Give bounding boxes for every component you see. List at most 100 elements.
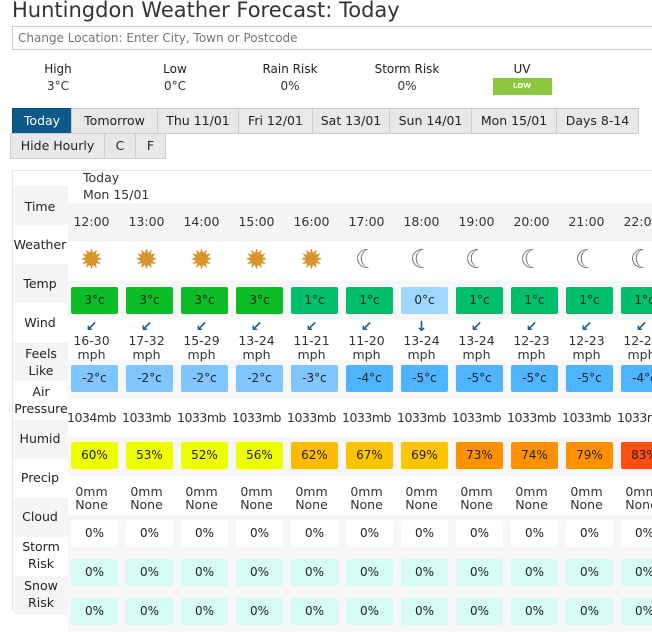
temp-cell: 1°c [511, 287, 558, 314]
snow-risk-cell: 0% [511, 598, 558, 625]
summary-label: UV [513, 62, 531, 76]
wind-direction-arrow-icon: ↙ [195, 319, 208, 335]
wind-unit: mph [627, 347, 652, 362]
precip-amount: 0mm [350, 484, 383, 499]
wind-speed: 12-23 [623, 333, 652, 348]
humidity-cell: 67% [346, 442, 393, 469]
precip-type: None [185, 497, 218, 512]
feels-like-cell: -3°c [291, 365, 338, 392]
snow-risk-cell: 0% [401, 598, 448, 625]
pressure-cell: 1033mb [562, 410, 611, 425]
hide-hourly-button[interactable]: Hide Hourly [10, 133, 105, 159]
feels-like-cell: -5°c [456, 365, 503, 392]
precip-type: None [75, 497, 108, 512]
wind-speed: 11-20 [348, 333, 385, 348]
wind-speed: 12-23 [513, 333, 550, 348]
humidity-cell: 53% [126, 442, 173, 469]
tab-sat-13-01[interactable]: Sat 13/01 [312, 108, 390, 134]
wind-direction-arrow-icon: ↙ [140, 319, 153, 335]
precip-type: None [625, 497, 652, 512]
summary-value: 0% [280, 79, 300, 93]
humidity-cell: 62% [291, 442, 338, 469]
label-band [13, 342, 68, 381]
label-band [13, 381, 68, 420]
wind-direction-arrow-icon: ↓ [415, 319, 428, 335]
tab-days-8-14[interactable]: Days 8-14 [556, 108, 639, 134]
cloud-cell: 0% [401, 520, 448, 547]
tab-fri-12-01[interactable]: Fri 12/01 [238, 108, 313, 134]
storm-risk-cell: 0% [181, 559, 228, 586]
wind-unit: mph [187, 347, 216, 362]
cloud-cell: 0% [621, 520, 652, 547]
location-search-input[interactable] [12, 26, 652, 50]
pressure-cell: 1033mb [342, 410, 391, 425]
humidity-cell: 83% [621, 442, 652, 469]
celsius-button[interactable]: C [104, 133, 136, 159]
summary-uv: UV LOW [472, 61, 572, 95]
temp-cell: 1°c [566, 287, 613, 314]
pressure-cell: 1033mb [397, 410, 446, 425]
precip-amount: 0mm [570, 484, 603, 499]
tab-sun-14-01[interactable]: Sun 14/01 [389, 108, 472, 134]
tab-thu-11-01[interactable]: Thu 11/01 [157, 108, 239, 134]
sun-icon: ✹ [134, 243, 159, 276]
pressure-cell: 1033mb [617, 410, 652, 425]
precip-type: None [130, 497, 163, 512]
pressure-cell: 1033mb [177, 410, 226, 425]
humidity-cell: 56% [236, 442, 283, 469]
row-label-weather: Weather [13, 237, 67, 252]
wind-unit: mph [407, 347, 436, 362]
precip-type: None [240, 497, 273, 512]
precip-type: None [405, 497, 438, 512]
temp-cell: 1°c [346, 287, 393, 314]
wind-direction-arrow-icon: ↙ [525, 319, 538, 335]
pressure-cell: 1033mb [507, 410, 556, 425]
fahrenheit-button[interactable]: F [135, 133, 166, 159]
wind-unit: mph [297, 347, 326, 362]
humidity-cell: 69% [401, 442, 448, 469]
wind-speed: 15-29 [183, 333, 220, 348]
storm-risk-cell: 0% [346, 559, 393, 586]
sun-icon: ✹ [79, 243, 104, 276]
time-cell: 17:00 [348, 214, 385, 229]
row-label-wind: Wind [24, 315, 56, 330]
snow-risk-cell: 0% [236, 598, 283, 625]
precip-type: None [460, 497, 493, 512]
snow-risk-cell: 0% [181, 598, 228, 625]
summary-value: 0% [397, 79, 417, 93]
snow-risk-cell: 0% [346, 598, 393, 625]
wind-direction-arrow-icon: ↙ [250, 319, 263, 335]
feels-like-cell: -5°c [401, 365, 448, 392]
summary-label: Storm Risk [374, 62, 440, 76]
wind-unit: mph [517, 347, 546, 362]
storm-risk-cell: 0% [71, 559, 118, 586]
summary-low: Low 0°C [125, 61, 225, 95]
humidity-cell: 52% [181, 442, 228, 469]
day-header-date: Mon 15/01 [83, 187, 150, 202]
storm-risk-cell: 0% [456, 559, 503, 586]
snow-risk-cell: 0% [291, 598, 338, 625]
precip-amount: 0mm [130, 484, 163, 499]
feels-like-cell: -2°c [181, 365, 228, 392]
snow-risk-cell: 0% [566, 598, 613, 625]
tab-today[interactable]: Today [12, 108, 72, 134]
moon-icon: ☾ [409, 245, 434, 275]
moon-icon: ☾ [354, 245, 379, 275]
temp-cell: 3°c [71, 287, 118, 314]
row-label-feels: Feels Like [25, 346, 57, 378]
storm-risk-cell: 0% [236, 559, 283, 586]
tab-tomorrow[interactable]: Tomorrow [71, 108, 158, 134]
storm-risk-cell: 0% [566, 559, 613, 586]
row-label-cloud: Cloud [22, 509, 58, 524]
wind-direction-arrow-icon: ↙ [85, 319, 98, 335]
wind-direction-arrow-icon: ↙ [635, 319, 648, 335]
cloud-cell: 0% [236, 520, 283, 547]
moon-icon: ☾ [464, 245, 489, 275]
feels-like-cell: -2°c [236, 365, 283, 392]
storm-risk-cell: 0% [291, 559, 338, 586]
tab-mon-15-01[interactable]: Mon 15/01 [471, 108, 557, 134]
sun-icon: ✹ [189, 243, 214, 276]
wind-speed: 17-32 [128, 333, 165, 348]
cloud-cell: 0% [456, 520, 503, 547]
row-label-temp: Temp [23, 276, 57, 291]
